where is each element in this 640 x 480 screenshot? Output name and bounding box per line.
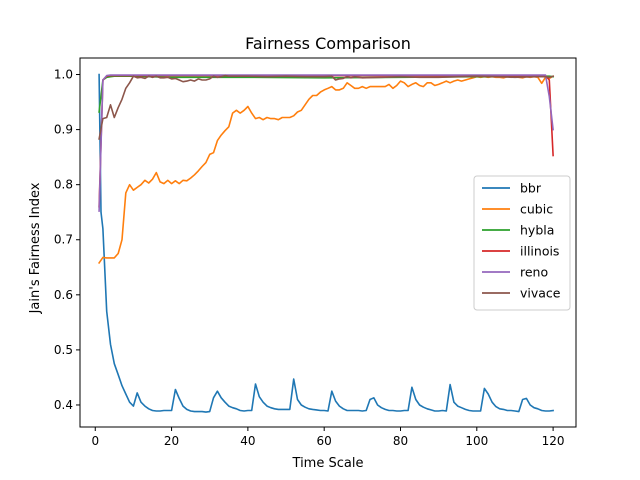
series-line-reno	[98, 74, 554, 212]
y-axis-label: Jain's Fairness Index	[28, 182, 43, 314]
y-tick-label: 0.7	[54, 233, 73, 247]
x-tick-label: 100	[465, 434, 488, 448]
y-tick-label: 0.6	[54, 288, 73, 302]
series-line-bbr	[98, 73, 554, 413]
legend-label-vivace: vivace	[520, 286, 561, 301]
legend-label-hybla: hybla	[520, 223, 554, 238]
y-tick-label: 0.8	[54, 178, 73, 192]
series-line-vivace	[98, 74, 555, 140]
chart-title: Fairness Comparison	[245, 34, 411, 53]
x-tick-label: 120	[542, 434, 565, 448]
y-tick-label: 0.9	[54, 123, 73, 137]
y-tick-label: 0.5	[54, 343, 73, 357]
x-tick-label: 80	[393, 434, 408, 448]
y-axis-ticks: 0.4 0.5 0.6 0.7 0.8 0.9 1.0	[54, 68, 80, 412]
x-tick-label: 60	[317, 434, 332, 448]
x-tick-label: 0	[91, 434, 99, 448]
series-group	[97, 73, 555, 413]
y-tick-label: 0.4	[54, 398, 73, 412]
y-tick-label: 1.0	[54, 68, 73, 82]
legend-label-bbr: bbr	[520, 181, 542, 196]
legend-label-illinois: illinois	[520, 244, 559, 259]
x-tick-label: 20	[164, 434, 179, 448]
x-axis-ticks: 0 20 40 60 80 100 120	[91, 427, 565, 448]
legend-label-reno: reno	[520, 265, 548, 280]
x-tick-label: 40	[240, 434, 255, 448]
legend-label-cubic: cubic	[520, 202, 553, 217]
x-axis-label: Time Scale	[292, 456, 364, 471]
legend: bbr cubic hybla illinois reno vivace	[473, 175, 571, 311]
axes-frame	[79, 57, 577, 428]
